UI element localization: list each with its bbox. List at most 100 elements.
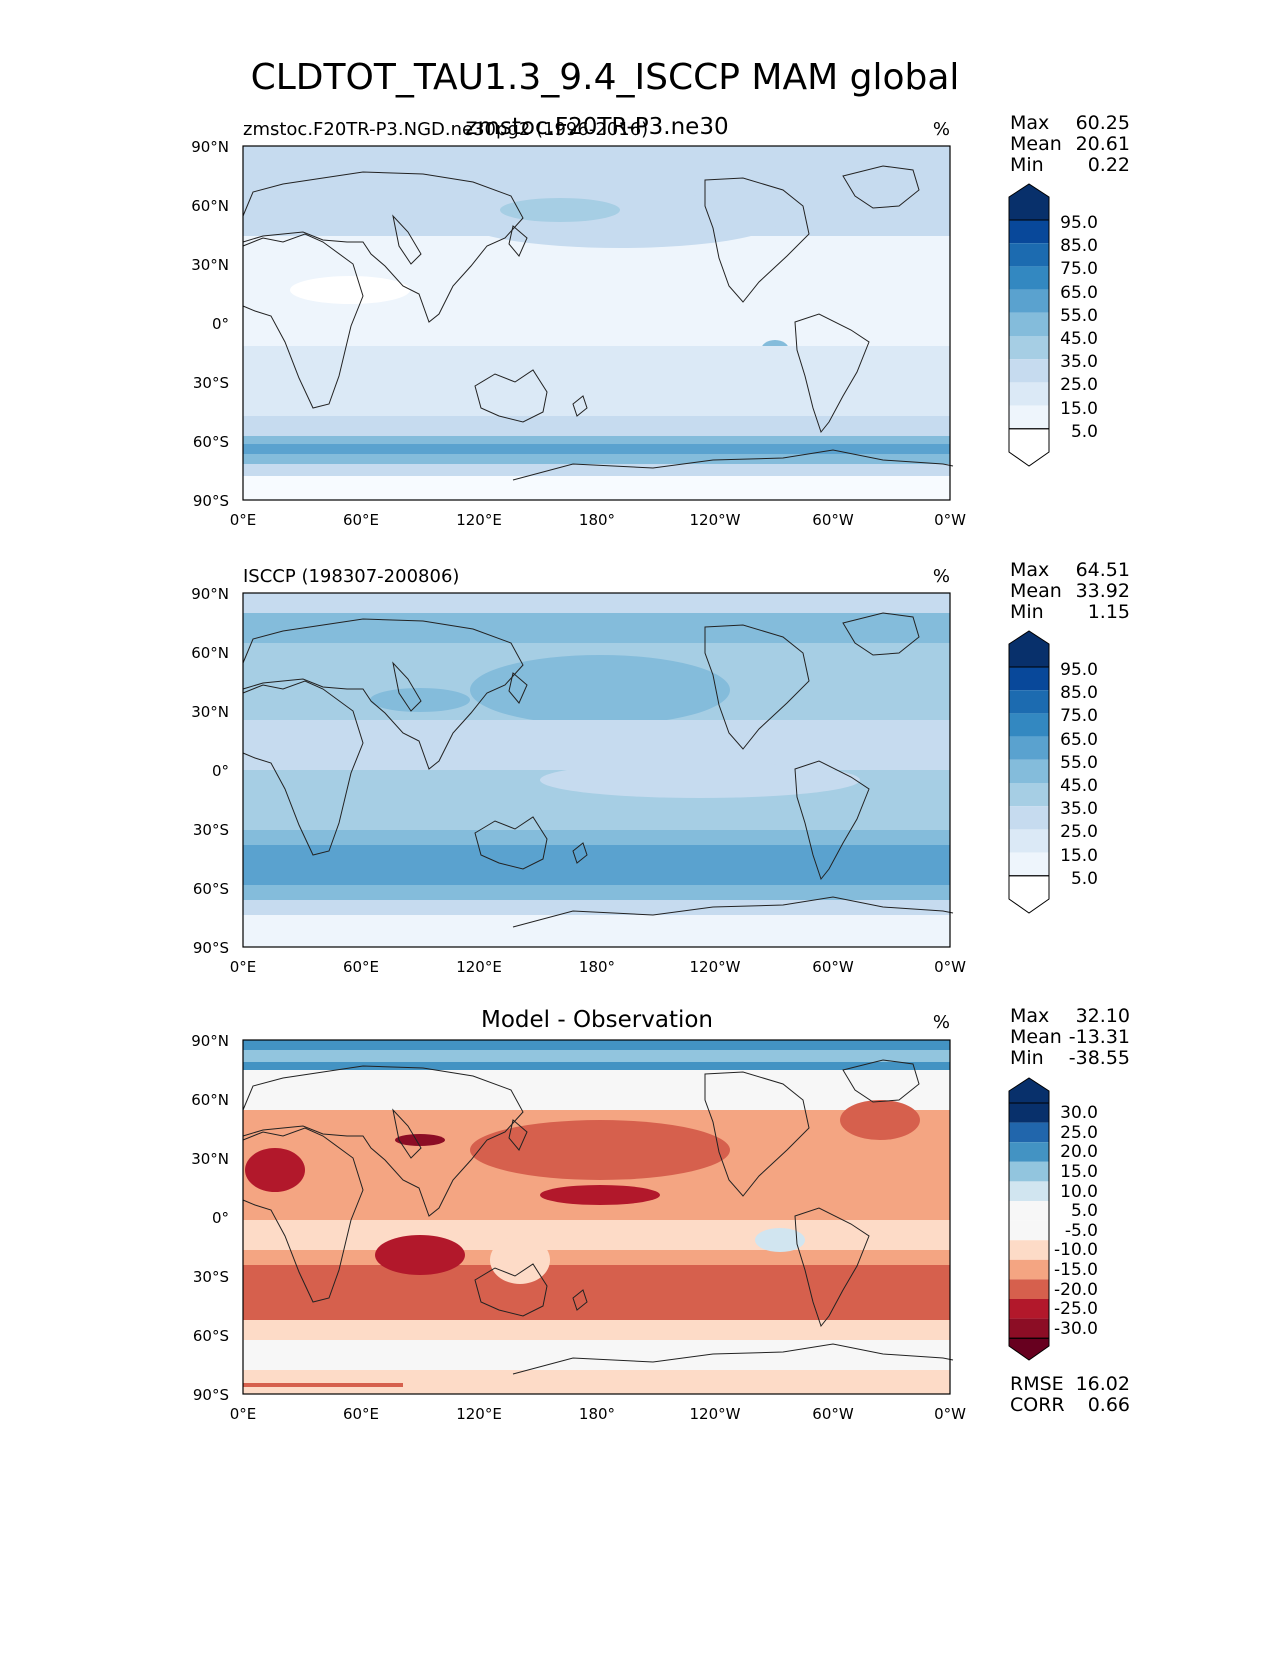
figure-title: CLDTOT_TAU1.3_9.4_ISCCP MAM global (251, 57, 960, 98)
colorbar-tick: -15.0 (1054, 1260, 1098, 1280)
colorbar-tick: 15.0 (1060, 399, 1098, 419)
lon-tick: 0°W (934, 1405, 966, 1423)
colorbar-tick: -25.0 (1054, 1299, 1098, 1319)
stat-value: 0.22 (1088, 154, 1130, 176)
lon-tick: 60°E (343, 1405, 379, 1423)
colorbar-tick: 25.0 (1060, 375, 1098, 395)
extra-stats-block: RMSE 16.02 CORR 0.66 (1010, 1373, 1130, 1416)
colorbar-tick: 65.0 (1060, 730, 1098, 750)
lat-tick: 90°N (191, 138, 229, 156)
lon-tick: 0°E (230, 511, 257, 529)
colorbar-tick: 5.0 (1071, 1201, 1098, 1221)
colorbar-cell (1009, 1201, 1049, 1221)
map-frame (242, 592, 951, 948)
stat-value: 1.15 (1088, 601, 1130, 623)
colorbar-tick: 15.0 (1060, 1162, 1098, 1182)
stat-value: 60.25 (1076, 112, 1130, 134)
panel-center-title: zmstoc.F20TR-P3.ne30 (465, 114, 728, 140)
lon-tick: 180° (579, 1405, 615, 1423)
stat-value: -38.55 (1069, 1047, 1130, 1069)
lon-ticks: 0°E 60°E 120°E 180° 120°W 60°W 0°W (230, 1405, 966, 1423)
lat-tick: 30°N (191, 256, 229, 274)
lat-tick: 60°N (191, 197, 229, 215)
colorbar-tick: 75.0 (1060, 706, 1098, 726)
panel-units: % (933, 119, 950, 140)
colorbar-tick: 35.0 (1060, 799, 1098, 819)
stat-label: Max (1010, 1005, 1049, 1027)
colorbar-bottom-extend (1008, 428, 1050, 467)
colorbar-cell (1009, 405, 1049, 429)
colorbar-tick: 45.0 (1060, 329, 1098, 349)
panel-units: % (933, 1012, 950, 1033)
lat-tick: 30°S (193, 1268, 229, 1286)
colorbar-cell (1009, 312, 1049, 336)
colorbar-tick: 75.0 (1060, 259, 1098, 279)
colorbar-cell (1009, 713, 1049, 737)
stat-label: Max (1010, 559, 1049, 581)
stat-label: Min (1010, 601, 1044, 623)
stat-value: 20.61 (1076, 133, 1130, 155)
lon-tick: 180° (579, 958, 615, 976)
colorbar-cell (1009, 1299, 1049, 1319)
stat-value: 64.51 (1076, 559, 1130, 581)
colorbar-tick: -10.0 (1054, 1240, 1098, 1260)
colorbar-tick: 55.0 (1060, 753, 1098, 773)
colorbar-tick: 35.0 (1060, 352, 1098, 372)
colorbar-cell (1009, 736, 1049, 760)
lat-tick: 60°N (191, 644, 229, 662)
colorbar-cell (1009, 359, 1049, 383)
lon-tick: 0°E (230, 958, 257, 976)
colorbar-top-extend (1008, 630, 1050, 668)
lat-tick: 30°S (193, 374, 229, 392)
lon-tick: 120°E (456, 1405, 502, 1423)
colorbar-tick: 5.0 (1071, 422, 1098, 442)
colorbar-cell (1009, 667, 1049, 691)
colorbar-bottom-extend (1008, 875, 1050, 914)
lat-tick: 60°S (193, 880, 229, 898)
stats-block: Max 64.51 Mean 33.92 Min 1.15 (1010, 559, 1130, 623)
colorbar-cell (1009, 289, 1049, 313)
lon-tick: 0°W (934, 511, 966, 529)
colorbar-cell (1009, 1318, 1049, 1339)
colorbar-bottom-extend (1008, 1337, 1050, 1361)
stat-value: 33.92 (1076, 580, 1130, 602)
colorbar-top-extend (1008, 183, 1050, 221)
stat-label: RMSE (1010, 1373, 1064, 1395)
colorbar-tick: 30.0 (1060, 1103, 1098, 1123)
lat-tick: 60°S (193, 433, 229, 451)
colorbar-tick: 95.0 (1060, 213, 1098, 233)
colorbar-tick: 55.0 (1060, 306, 1098, 326)
lat-tick: 0° (212, 315, 229, 333)
lon-tick: 120°W (690, 511, 741, 529)
panel-difference: 90°N 60°N 30°N 0° 30°S 60°S 90°S 0°E 60°… (191, 1005, 1130, 1423)
colorbar-tick: -20.0 (1054, 1280, 1098, 1300)
colorbar: 30.0 25.0 20.0 15.0 10.0 5.0 -5.0 -10.0 … (1008, 1077, 1098, 1361)
panel-left-title: ISCCP (198307-200806) (243, 566, 459, 587)
colorbar-tick: 45.0 (1060, 776, 1098, 796)
stats-block: Max 32.10 Mean -13.31 Min -38.55 (1010, 1005, 1130, 1069)
colorbar-tick: 25.0 (1060, 822, 1098, 842)
map-field (243, 1040, 950, 1394)
lon-tick: 60°W (812, 958, 854, 976)
colorbar: 95.0 85.0 75.0 65.0 55.0 45.0 35.0 25.0 … (1008, 630, 1098, 914)
colorbar-cell (1009, 1122, 1049, 1143)
lon-tick: 120°W (690, 958, 741, 976)
lat-tick: 90°S (193, 492, 229, 510)
colorbar-cell (1009, 1161, 1049, 1182)
lon-tick: 60°W (812, 1405, 854, 1423)
lat-tick: 60°S (193, 1327, 229, 1345)
colorbar-cell (1009, 1142, 1049, 1162)
map-field (243, 146, 950, 500)
lat-tick: 90°S (193, 1386, 229, 1404)
panel-model: 90°N 60°N 30°N 0° 30°S 60°S 90°S 0°E 60°… (191, 112, 1130, 529)
lat-tick: 90°N (191, 1032, 229, 1050)
colorbar-tick: 65.0 (1060, 283, 1098, 303)
colorbar-cell (1009, 1103, 1049, 1123)
map-frame (242, 1039, 951, 1395)
lon-tick: 180° (579, 511, 615, 529)
colorbar-cell (1009, 243, 1049, 267)
colorbar: 95.0 85.0 75.0 65.0 55.0 45.0 35.0 25.0 … (1008, 183, 1098, 467)
colorbar-cell (1009, 1259, 1049, 1280)
